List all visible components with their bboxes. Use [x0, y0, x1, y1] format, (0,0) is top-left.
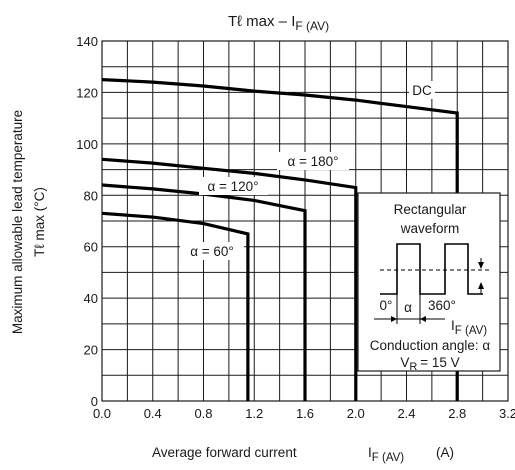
y-tick-label: 60 — [84, 240, 98, 255]
conduction-angle-label: Conduction angle: α — [370, 338, 491, 353]
dim-arrow-left — [391, 316, 397, 322]
x-tick-label: 3.2 — [499, 406, 515, 421]
series-label-alpha-180: α = 180° — [277, 152, 349, 170]
x-tick-label: 2.8 — [448, 406, 466, 421]
svg-text:α = 60°: α = 60° — [190, 244, 234, 259]
svg-text:α = 180°: α = 180° — [287, 154, 338, 169]
amplitude-arrow-bottom — [478, 282, 484, 289]
x-tick-label: 1.6 — [296, 406, 314, 421]
series-curves — [101, 78, 459, 401]
y-tick-label: 20 — [84, 343, 98, 358]
amplitude-arrow-top — [478, 262, 484, 269]
x-axis-symbol: IF (AV) — [368, 445, 404, 464]
x-tick-label: 2.0 — [347, 406, 365, 421]
series-label-alpha-120: α = 120° — [199, 177, 268, 195]
angle-end-label: 360° — [428, 298, 456, 313]
waveform-inset: Rectangular waveform 0° α 360° IF (AV) C… — [357, 192, 501, 373]
y-axis-label-line2: Tℓ max (°C) — [32, 187, 47, 257]
svg-text:α = 120°: α = 120° — [207, 179, 258, 194]
rectangular-waveform — [380, 243, 483, 295]
series-line-1 — [101, 157, 358, 401]
x-tick-label: 2.4 — [397, 406, 415, 421]
x-tick-label: 0.8 — [194, 406, 212, 421]
series-label-dc: DC — [409, 81, 435, 99]
svg-text:DC: DC — [412, 83, 432, 98]
x-tick-label: 1.2 — [245, 406, 263, 421]
angle-alpha-label: α — [404, 300, 412, 315]
angle-start-label: 0° — [380, 298, 393, 313]
y-tick-label: 40 — [84, 291, 98, 306]
inset-title-line1: Rectangular — [394, 202, 467, 217]
y-tick-labels: 0 20 40 60 80 100 120 140 — [76, 34, 98, 409]
series-line-2 — [101, 183, 307, 401]
y-tick-label: 120 — [76, 85, 98, 100]
inset-frame — [357, 192, 501, 372]
x-axis-unit: (A) — [436, 445, 454, 460]
y-axis-label-line1: Maximum allowable lead temperature — [10, 110, 25, 334]
y-tick-label: 100 — [76, 137, 98, 152]
y-tick-label: 0 — [91, 394, 98, 409]
inset-current-label: IF (AV) — [451, 318, 487, 337]
reverse-voltage-label: VR = 15 V — [400, 355, 459, 373]
x-tick-labels: 0.0 0.4 0.8 1.2 1.6 2.0 2.4 2.8 3.2 — [93, 406, 515, 421]
chart-title: Tℓ max – IF (AV) — [228, 13, 329, 33]
series-label-alpha-60: α = 60° — [180, 242, 244, 260]
series-line-3 — [101, 211, 250, 401]
x-tick-label: 0.4 — [144, 406, 162, 421]
y-tick-label: 140 — [76, 34, 98, 49]
inset-title-line2: waveform — [400, 221, 460, 236]
x-axis-label: Average forward current — [152, 445, 297, 460]
dim-arrow-right — [420, 316, 426, 322]
series-line-0 — [101, 78, 459, 401]
x-tick-label: 0.0 — [93, 406, 111, 421]
y-tick-label: 80 — [84, 188, 98, 203]
